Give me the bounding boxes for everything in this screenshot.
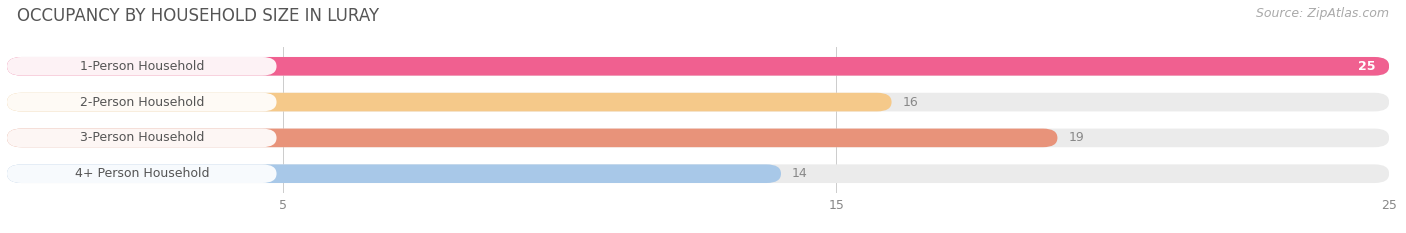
Text: 16: 16 bbox=[903, 96, 918, 109]
FancyBboxPatch shape bbox=[7, 93, 1389, 111]
Text: 19: 19 bbox=[1069, 131, 1084, 144]
Text: 25: 25 bbox=[1358, 60, 1375, 73]
Text: 1-Person Household: 1-Person Household bbox=[80, 60, 204, 73]
FancyBboxPatch shape bbox=[7, 164, 780, 183]
FancyBboxPatch shape bbox=[7, 93, 891, 111]
FancyBboxPatch shape bbox=[7, 129, 1389, 147]
FancyBboxPatch shape bbox=[7, 93, 277, 111]
Text: 2-Person Household: 2-Person Household bbox=[80, 96, 204, 109]
FancyBboxPatch shape bbox=[7, 164, 1389, 183]
FancyBboxPatch shape bbox=[7, 129, 277, 147]
FancyBboxPatch shape bbox=[7, 164, 277, 183]
FancyBboxPatch shape bbox=[7, 57, 1389, 75]
Text: OCCUPANCY BY HOUSEHOLD SIZE IN LURAY: OCCUPANCY BY HOUSEHOLD SIZE IN LURAY bbox=[17, 7, 380, 25]
FancyBboxPatch shape bbox=[7, 57, 277, 75]
FancyBboxPatch shape bbox=[7, 57, 1389, 75]
Text: 4+ Person Household: 4+ Person Household bbox=[75, 167, 209, 180]
Text: 14: 14 bbox=[792, 167, 808, 180]
Text: Source: ZipAtlas.com: Source: ZipAtlas.com bbox=[1256, 7, 1389, 20]
Text: 3-Person Household: 3-Person Household bbox=[80, 131, 204, 144]
FancyBboxPatch shape bbox=[7, 129, 1057, 147]
